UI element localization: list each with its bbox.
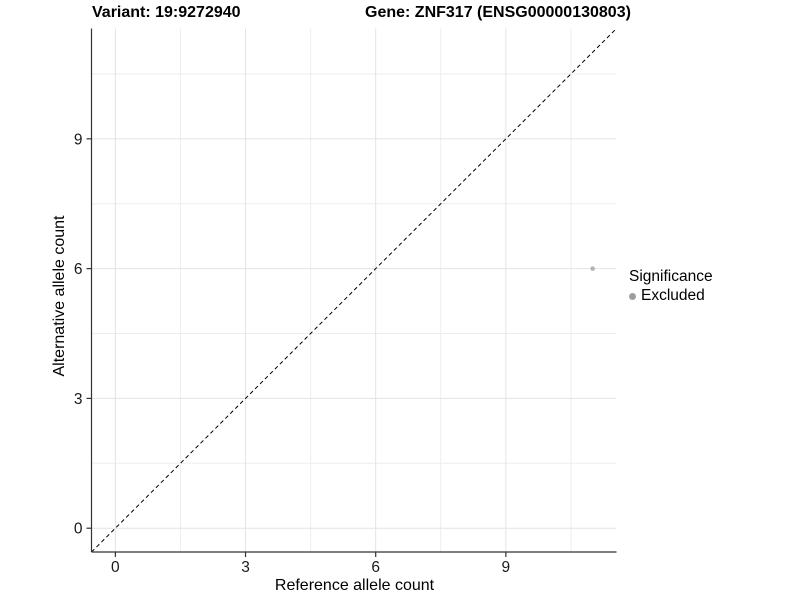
variant-title: Variant: 19:9272940 bbox=[92, 4, 241, 21]
legend-item: Excluded bbox=[629, 287, 713, 305]
y-axis-title: Alternative allele count bbox=[51, 215, 68, 377]
y-tick-label: 3 bbox=[74, 391, 83, 408]
x-axis-title: Reference allele count bbox=[274, 577, 435, 594]
x-tick-label: 9 bbox=[502, 559, 511, 576]
excluded-point-icon bbox=[629, 292, 636, 300]
gene-title: Gene: ZNF317 (ENSG00000130803) bbox=[365, 4, 631, 21]
identity-line bbox=[91, 28, 617, 553]
x-tick-label: 3 bbox=[241, 559, 250, 576]
y-tick-label: 0 bbox=[74, 521, 83, 538]
y-tick-label: 9 bbox=[74, 131, 83, 148]
legend-item-label: Excluded bbox=[641, 287, 705, 304]
legend: Significance Excluded bbox=[629, 268, 713, 305]
legend-title: Significance bbox=[629, 268, 713, 285]
x-tick-label: 6 bbox=[371, 559, 380, 576]
x-tick-label: 0 bbox=[111, 559, 120, 576]
y-tick-label: 6 bbox=[74, 261, 83, 278]
data-point bbox=[590, 266, 595, 271]
